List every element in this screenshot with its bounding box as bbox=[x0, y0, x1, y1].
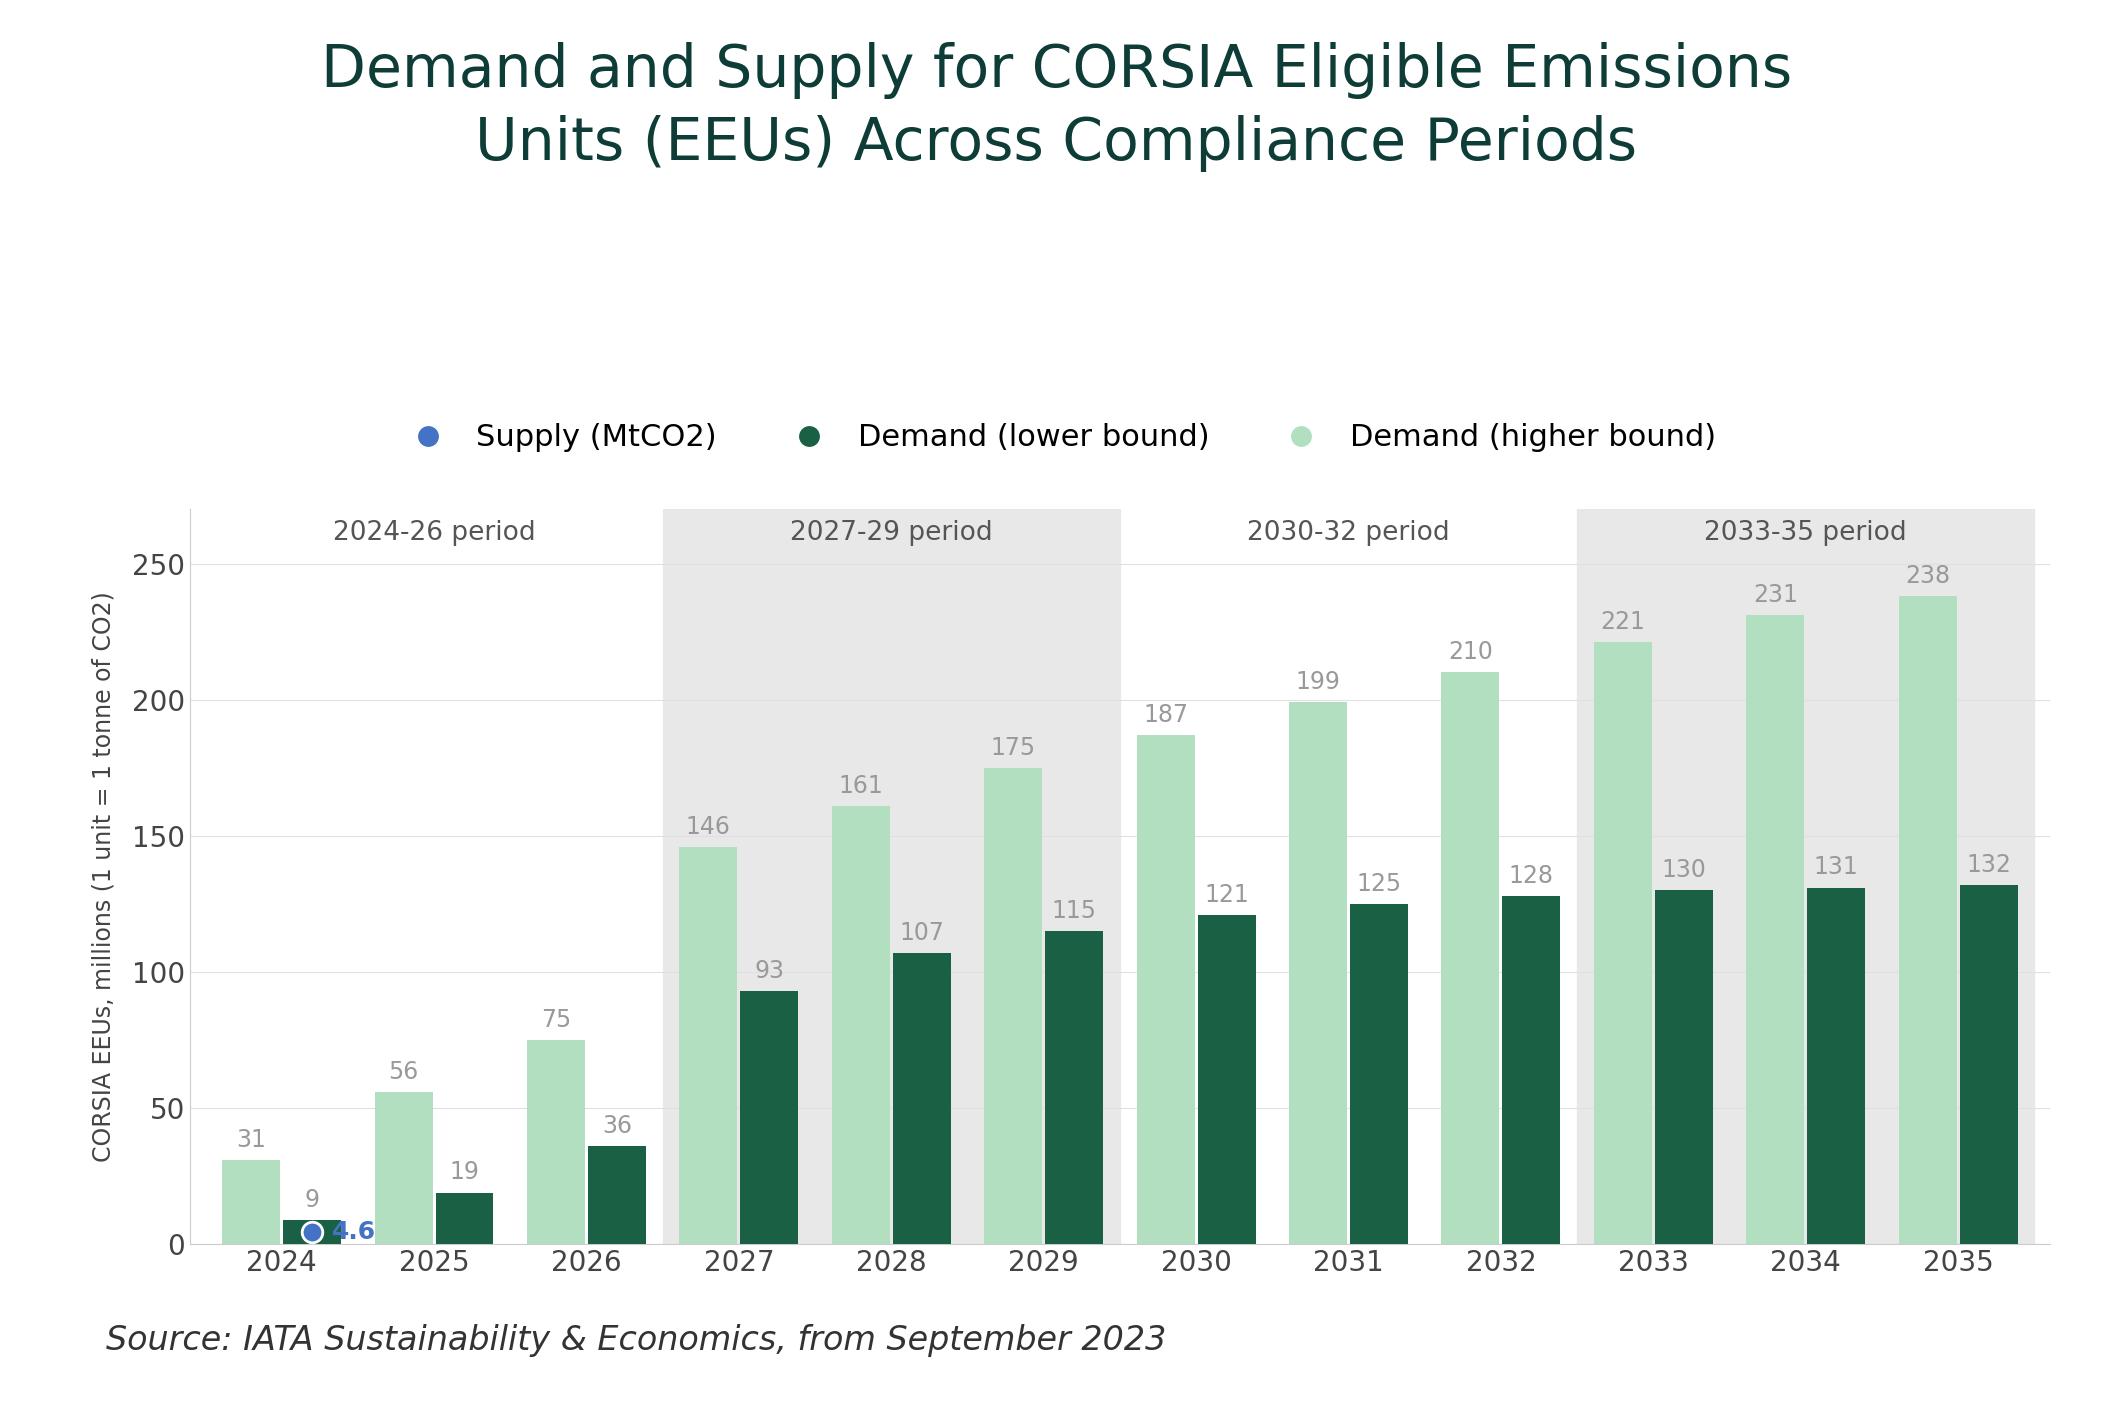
Bar bbox=[1198, 915, 1255, 1244]
Text: 2030-32 period: 2030-32 period bbox=[1247, 520, 1450, 546]
Text: 115: 115 bbox=[1052, 899, 1097, 923]
Text: 93: 93 bbox=[754, 959, 784, 983]
Text: 130: 130 bbox=[1661, 858, 1707, 882]
Text: 19: 19 bbox=[450, 1161, 480, 1185]
Bar bbox=[435, 1192, 494, 1244]
Bar bbox=[1745, 615, 1805, 1244]
Text: Source: IATA Sustainability & Economics, from September 2023: Source: IATA Sustainability & Economics,… bbox=[106, 1325, 1166, 1357]
Text: 128: 128 bbox=[1509, 864, 1553, 888]
Text: 31: 31 bbox=[237, 1128, 266, 1152]
Text: 2033-35 period: 2033-35 period bbox=[1705, 520, 1908, 546]
Text: 9: 9 bbox=[304, 1188, 319, 1212]
Text: 161: 161 bbox=[839, 773, 883, 797]
Bar bbox=[1576, 509, 2035, 1244]
Bar bbox=[740, 991, 799, 1244]
Text: Demand and Supply for CORSIA Eligible Emissions
Units (EEUs) Across Compliance P: Demand and Supply for CORSIA Eligible Em… bbox=[321, 42, 1792, 173]
Bar bbox=[1654, 891, 1714, 1244]
Text: 4.6: 4.6 bbox=[332, 1220, 376, 1244]
Bar bbox=[1900, 597, 1957, 1244]
Bar bbox=[1441, 673, 1500, 1244]
Text: 2024-26 period: 2024-26 period bbox=[332, 520, 535, 546]
Bar bbox=[1807, 888, 1866, 1244]
Text: 2027-29 period: 2027-29 period bbox=[790, 520, 993, 546]
Bar bbox=[222, 1159, 281, 1244]
Bar bbox=[587, 1147, 647, 1244]
Text: 125: 125 bbox=[1357, 872, 1401, 895]
Bar bbox=[1959, 885, 2018, 1244]
Text: 238: 238 bbox=[1906, 564, 1950, 588]
Bar bbox=[1289, 703, 1346, 1244]
Bar bbox=[283, 1220, 340, 1244]
Bar bbox=[1502, 895, 1559, 1244]
Bar bbox=[1593, 642, 1652, 1244]
Bar bbox=[894, 953, 951, 1244]
Text: 221: 221 bbox=[1600, 611, 1646, 635]
Text: 146: 146 bbox=[687, 814, 731, 839]
Text: 210: 210 bbox=[1447, 641, 1494, 665]
Text: 132: 132 bbox=[1967, 853, 2012, 877]
Text: 121: 121 bbox=[1204, 882, 1249, 906]
Bar bbox=[1137, 735, 1194, 1244]
Bar bbox=[833, 806, 890, 1244]
Legend: Supply (MtCO2), Demand (lower bound), Demand (higher bound): Supply (MtCO2), Demand (lower bound), De… bbox=[385, 411, 1728, 465]
Text: 107: 107 bbox=[900, 921, 945, 945]
Bar bbox=[985, 768, 1042, 1244]
Text: 187: 187 bbox=[1143, 703, 1188, 727]
Y-axis label: CORSIA EEUs, millions (1 unit = 1 tonne of CO2): CORSIA EEUs, millions (1 unit = 1 tonne … bbox=[91, 591, 116, 1162]
Text: 175: 175 bbox=[991, 735, 1035, 759]
Text: 36: 36 bbox=[602, 1114, 632, 1138]
Point bbox=[296, 1220, 330, 1243]
Text: 231: 231 bbox=[1754, 583, 1798, 607]
Text: 56: 56 bbox=[389, 1059, 418, 1083]
Text: 131: 131 bbox=[1813, 855, 1859, 880]
Text: 75: 75 bbox=[541, 1008, 571, 1032]
Bar bbox=[374, 1092, 433, 1244]
Text: 199: 199 bbox=[1295, 670, 1340, 694]
Bar bbox=[680, 847, 737, 1244]
Bar bbox=[663, 509, 1120, 1244]
Bar bbox=[526, 1041, 585, 1244]
Bar bbox=[1350, 904, 1407, 1244]
Bar bbox=[1046, 932, 1103, 1244]
